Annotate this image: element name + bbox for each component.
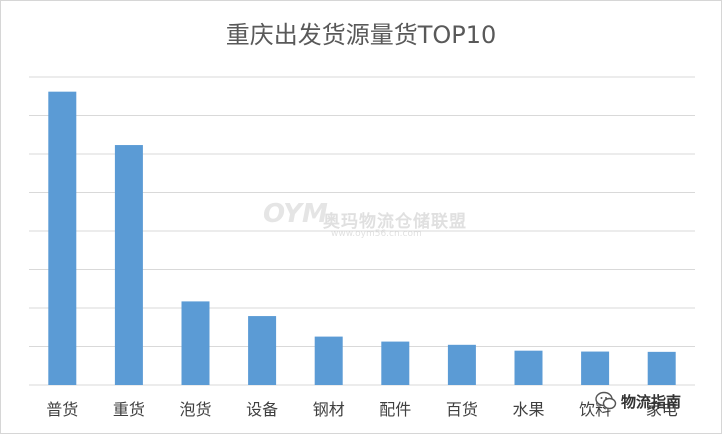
bar-2 bbox=[114, 145, 143, 385]
watermark-url: www.oym56.cn.com bbox=[331, 229, 422, 239]
badge-text: 物流指南 bbox=[621, 392, 682, 411]
source-badge: 物流指南 bbox=[595, 387, 681, 415]
x-tick-label: 百货 bbox=[446, 400, 478, 419]
watermark-name: 奥玛物流仓储联盟 bbox=[323, 212, 467, 232]
x-tick-label: 重货 bbox=[113, 400, 145, 419]
bar-10 bbox=[647, 351, 676, 385]
x-tick-label: 家电 bbox=[646, 400, 678, 419]
bar-9 bbox=[581, 351, 610, 385]
watermark-logo: OYM bbox=[263, 199, 328, 229]
bar-6 bbox=[381, 341, 410, 385]
bar-4 bbox=[248, 316, 277, 385]
bar-3 bbox=[181, 301, 210, 385]
wechat-icon bbox=[595, 391, 617, 410]
bar-5 bbox=[314, 336, 343, 385]
x-tick-labels: 普货 重货 泡货 设备 钢材 配件 百货 水果 饮料 家电 bbox=[46, 400, 677, 419]
x-tick-label: 配件 bbox=[379, 400, 411, 419]
bar-1 bbox=[48, 91, 77, 386]
x-tick-label: 水果 bbox=[512, 400, 544, 419]
bar-8 bbox=[514, 350, 543, 385]
chart-title: 重庆出发货源量货TOP10 bbox=[226, 21, 497, 49]
x-tick-label: 设备 bbox=[246, 400, 278, 419]
bar-7 bbox=[447, 344, 476, 385]
watermark: OYM 奥玛物流仓储联盟 www.oym56.cn.com bbox=[263, 197, 466, 241]
bars bbox=[48, 91, 676, 386]
x-tick-label: 钢材 bbox=[313, 400, 345, 419]
x-tick-label: 泡货 bbox=[179, 400, 211, 419]
x-tick-label: 普货 bbox=[46, 400, 78, 419]
